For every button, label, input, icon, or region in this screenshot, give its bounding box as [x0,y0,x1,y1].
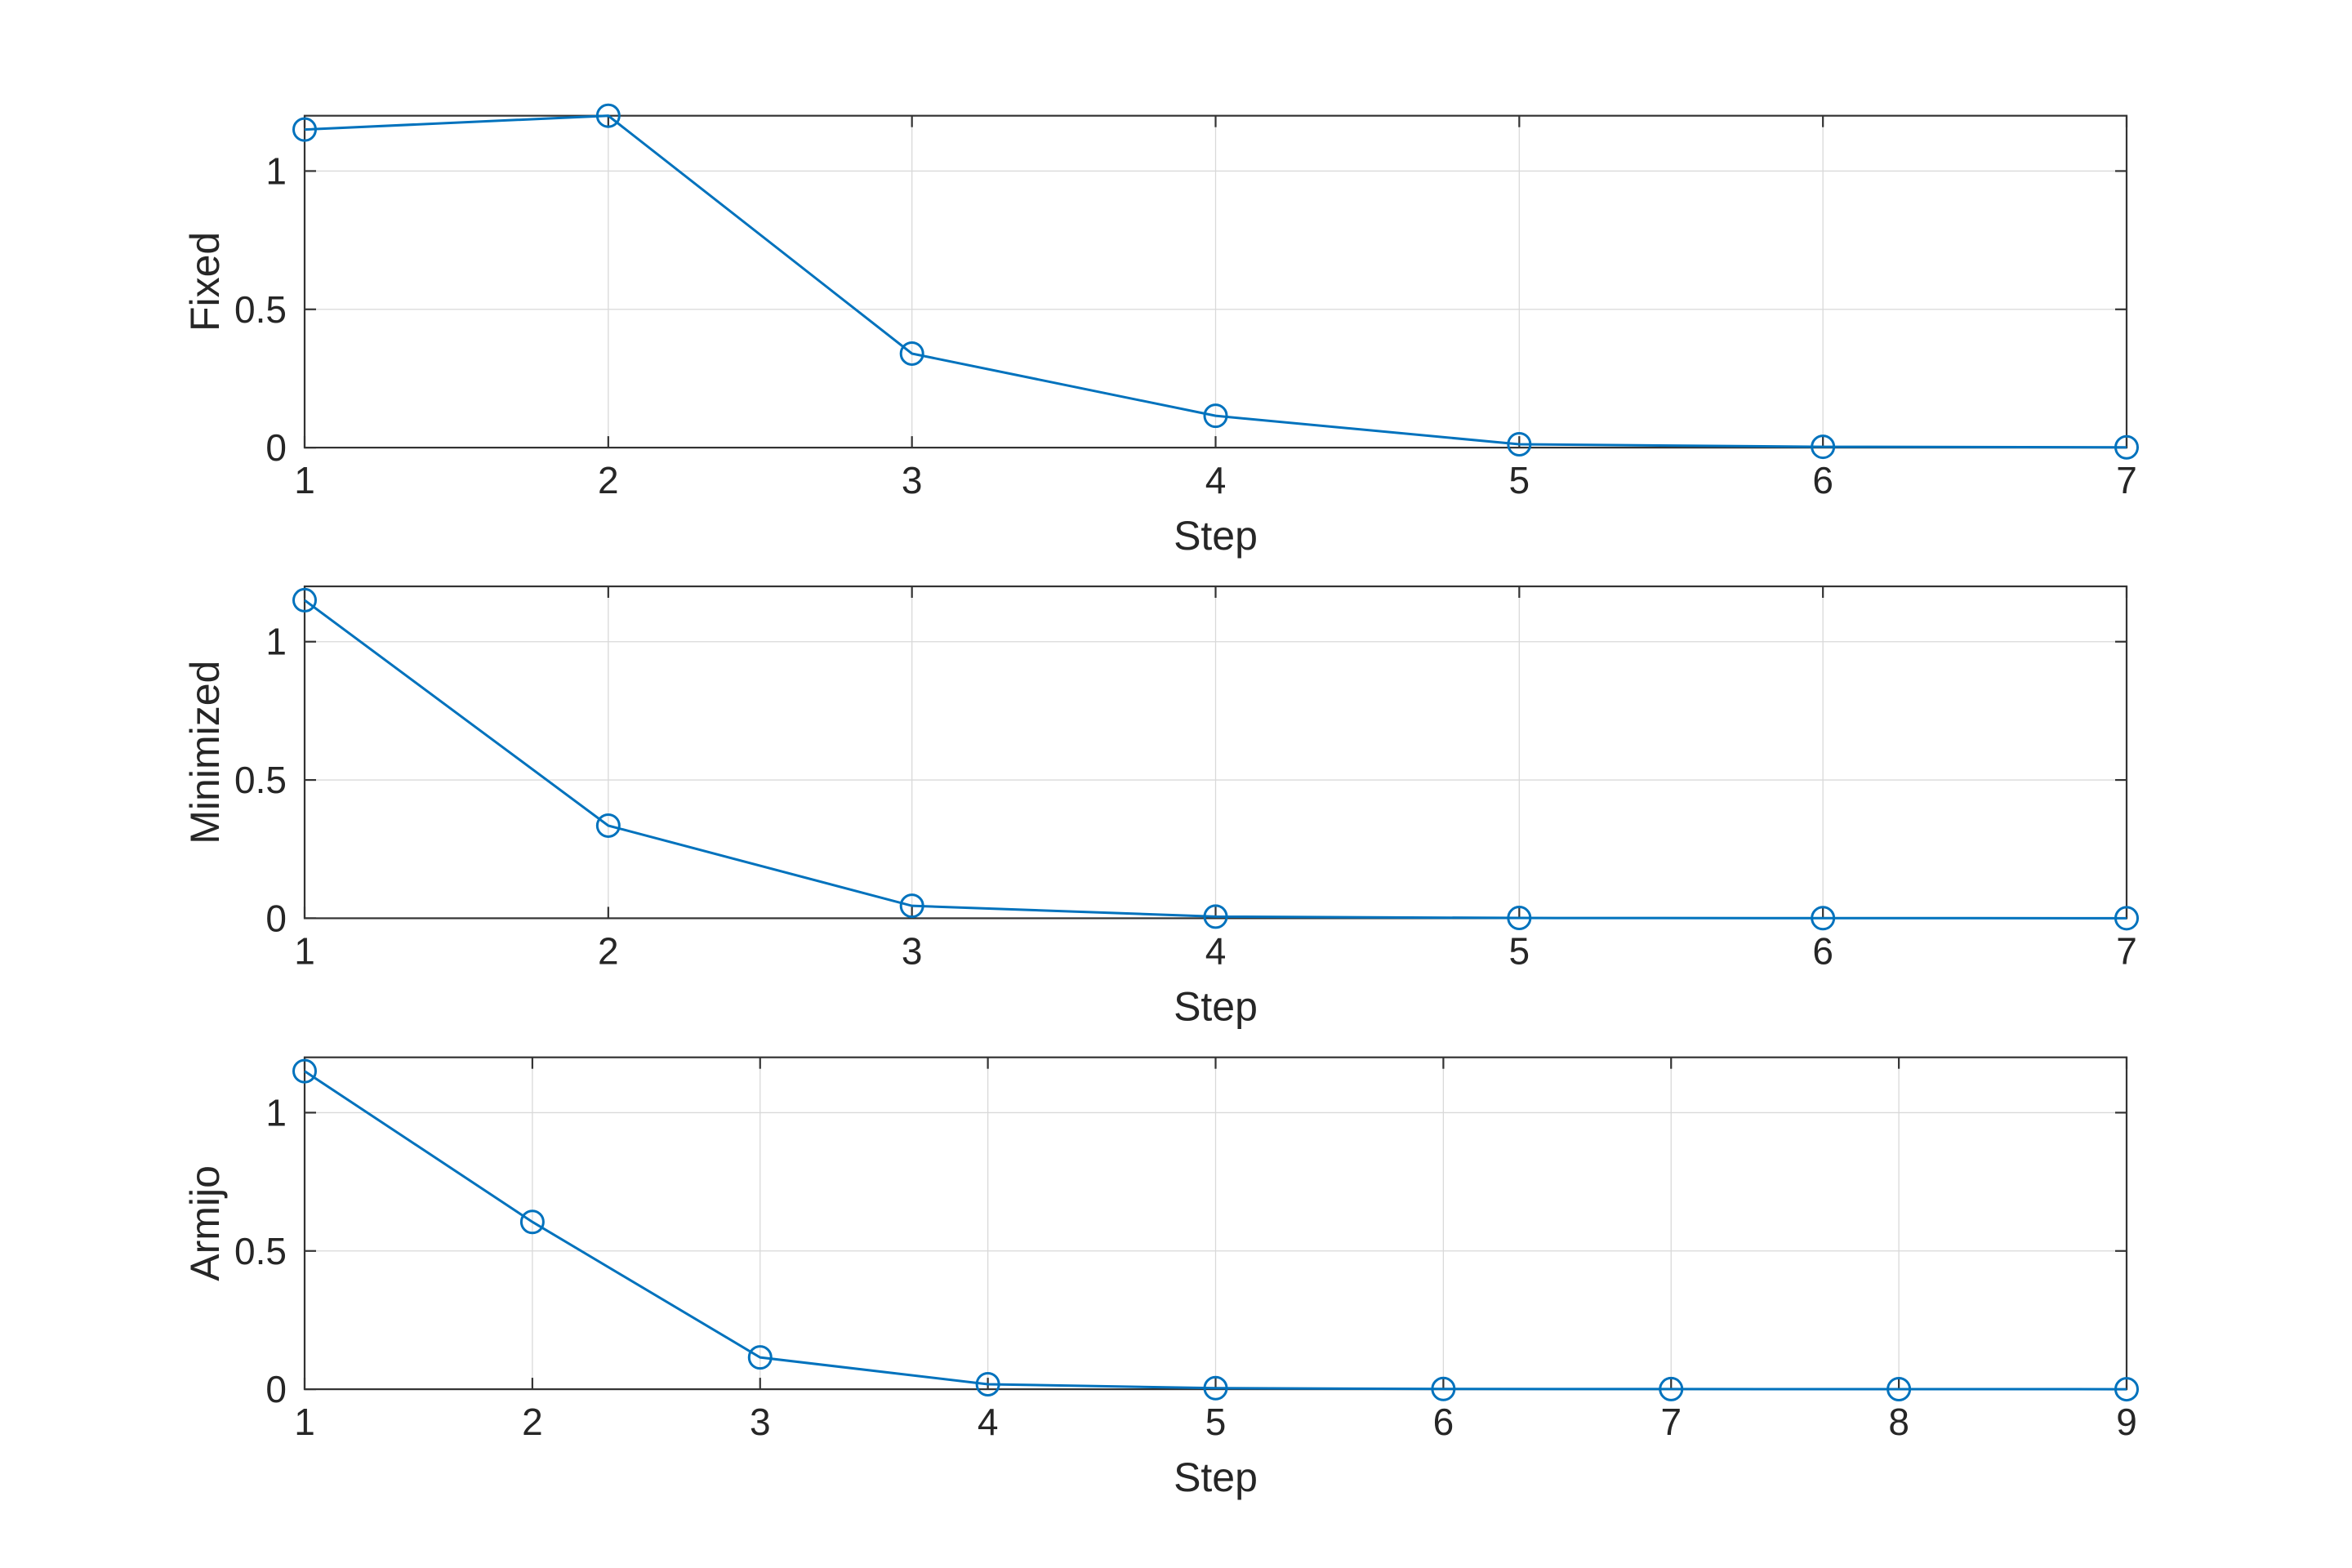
svg-text:6: 6 [1812,459,1833,501]
svg-text:4: 4 [1205,929,1227,972]
svg-text:Step: Step [1174,513,1258,559]
svg-text:9: 9 [2116,1401,2137,1443]
svg-text:6: 6 [1433,1401,1454,1443]
svg-text:5: 5 [1205,1401,1227,1443]
svg-text:3: 3 [750,1401,771,1443]
svg-text:3: 3 [902,459,923,501]
svg-text:1: 1 [294,929,315,972]
svg-text:2: 2 [522,1401,543,1443]
svg-text:5: 5 [1509,929,1530,972]
svg-text:3: 3 [902,929,923,972]
svg-text:1: 1 [294,1401,315,1443]
svg-text:2: 2 [598,929,619,972]
svg-text:1: 1 [294,459,315,501]
svg-text:7: 7 [2116,459,2137,501]
svg-text:0: 0 [265,897,287,939]
svg-text:6: 6 [1812,929,1833,972]
svg-text:0.5: 0.5 [234,759,287,801]
svg-text:1: 1 [265,149,287,192]
svg-text:Step: Step [1174,1454,1258,1500]
svg-text:4: 4 [1205,459,1227,501]
svg-text:4: 4 [978,1401,999,1443]
svg-text:1: 1 [265,1091,287,1134]
svg-text:0: 0 [265,426,287,469]
svg-text:Armijo: Armijo [182,1165,228,1281]
svg-text:2: 2 [598,459,619,501]
svg-text:0.5: 0.5 [234,1230,287,1272]
svg-text:Step: Step [1174,983,1258,1029]
svg-text:0: 0 [265,1368,287,1410]
svg-text:7: 7 [1660,1401,1682,1443]
svg-text:7: 7 [2116,929,2137,972]
svg-text:8: 8 [1888,1401,1909,1443]
svg-text:5: 5 [1509,459,1530,501]
svg-text:1: 1 [265,621,287,663]
svg-text:Minimized: Minimized [182,661,228,844]
svg-text:0.5: 0.5 [234,288,287,331]
svg-text:Fixed: Fixed [182,232,228,332]
